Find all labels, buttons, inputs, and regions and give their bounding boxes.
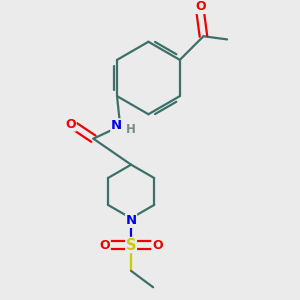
Text: O: O: [195, 0, 206, 14]
Text: N: N: [111, 119, 122, 132]
Text: O: O: [152, 238, 163, 251]
Text: H: H: [126, 123, 136, 136]
Text: N: N: [125, 214, 137, 227]
Text: O: O: [65, 118, 76, 131]
Text: S: S: [126, 238, 136, 253]
Text: O: O: [100, 238, 110, 251]
